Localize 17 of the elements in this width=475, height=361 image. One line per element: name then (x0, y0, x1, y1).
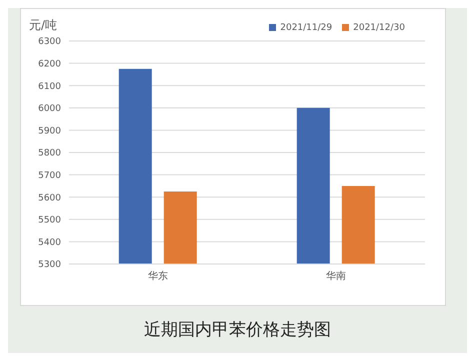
y-axis-title: 元/吨 (29, 17, 58, 34)
y-tick-label: 6300 (38, 37, 62, 48)
y-tick-label: 6100 (38, 82, 62, 92)
legend-label: 2021/11/29 (280, 23, 332, 33)
y-tick-label: 5700 (38, 170, 62, 181)
y-tick-label: 6200 (38, 59, 62, 70)
x-tick-label: 华东 (148, 270, 168, 282)
legend-label: 2021/12/30 (353, 23, 405, 33)
y-tick-label: 6000 (38, 104, 62, 114)
y-tick-label: 5300 (38, 260, 62, 270)
text: 近期国内甲苯价格走势图 (143, 319, 332, 341)
x-tick-label: 华南 (326, 270, 346, 282)
y-tick-label: 5400 (38, 238, 62, 248)
y-tick-label: 5800 (38, 148, 62, 159)
y-tick-label: 5600 (38, 193, 62, 204)
y-tick-label: 5900 (38, 126, 62, 136)
y-tick-label: 5500 (38, 216, 62, 226)
